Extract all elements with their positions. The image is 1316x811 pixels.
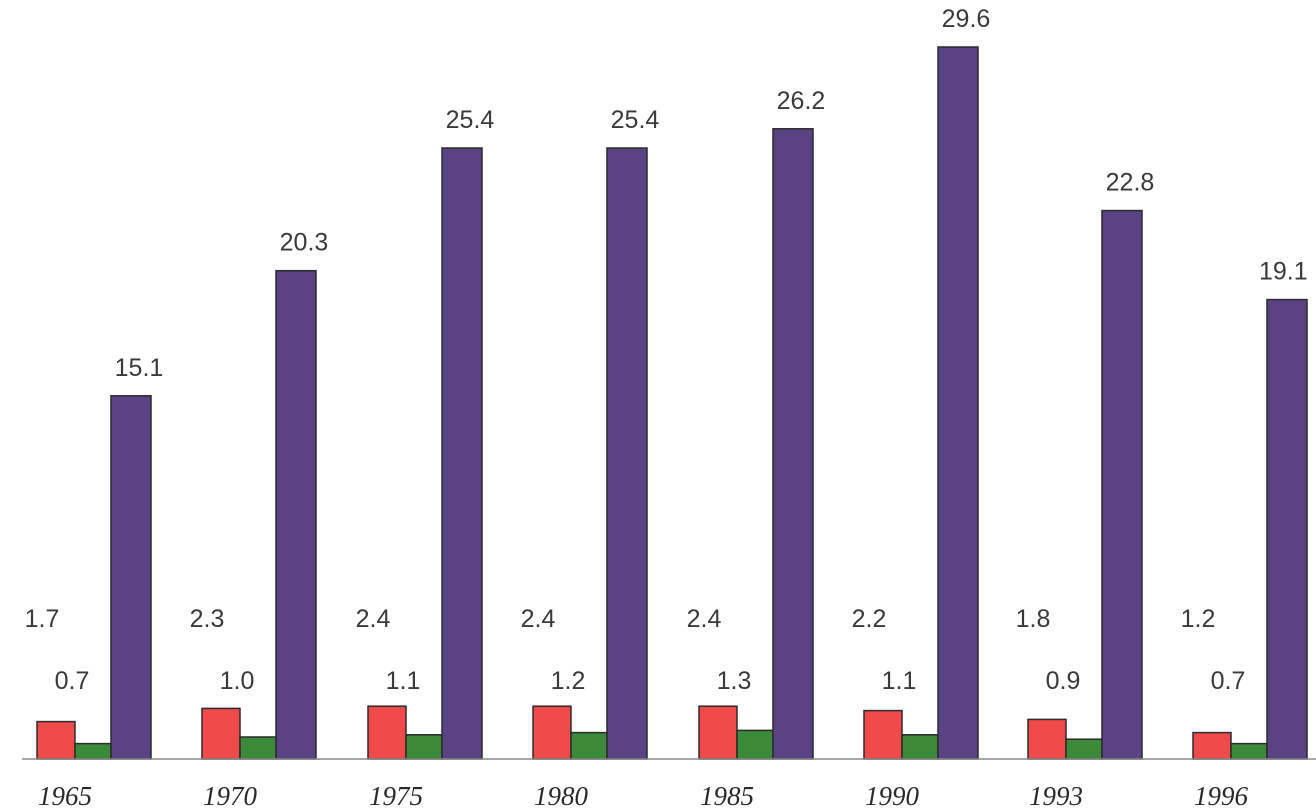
- bar-series-0-1990: [863, 709, 903, 760]
- bar-series-0-1985: [698, 705, 738, 760]
- value-label-series-0-1985: 2.4: [687, 605, 722, 633]
- bar-series-0-1996: [1192, 731, 1232, 760]
- x-tick-label-1980: 1980: [534, 781, 589, 811]
- bar-series-2-1970: [275, 269, 317, 760]
- value-label-series-1-1996: 0.7: [1211, 667, 1246, 695]
- x-tick-label-1975: 1975: [369, 781, 423, 811]
- value-label-series-2-1996: 19.1: [1259, 258, 1308, 286]
- value-label-series-0-1996: 1.2: [1181, 605, 1216, 633]
- x-tick-label-1970: 1970: [203, 781, 258, 811]
- value-label-series-1-1990: 1.1: [882, 667, 917, 695]
- value-label-series-1-1975: 1.1: [386, 667, 421, 695]
- bar-series-2-1980: [606, 147, 648, 760]
- x-tick-label-1990: 1990: [865, 781, 920, 811]
- value-label-series-0-1993: 1.8: [1016, 605, 1051, 633]
- value-label-series-2-1990: 29.6: [942, 5, 991, 33]
- bar-series-0-1965: [36, 720, 76, 760]
- bar-series-0-1975: [367, 705, 407, 760]
- bar-series-1-1970: [239, 736, 277, 760]
- value-label-series-2-1985: 26.2: [777, 87, 826, 115]
- value-label-series-2-1993: 22.8: [1106, 169, 1155, 197]
- bar-series-1-1980: [570, 731, 608, 760]
- bar-series-1-1993: [1065, 738, 1103, 760]
- value-label-series-1-1965: 0.7: [55, 667, 90, 695]
- bar-series-0-1980: [532, 705, 572, 760]
- bar-series-2-1996: [1266, 298, 1308, 760]
- value-label-series-1-1980: 1.2: [551, 667, 586, 695]
- x-tick-label-1965: 1965: [38, 781, 92, 811]
- x-tick-label-1985: 1985: [700, 781, 754, 811]
- bar-series-1-1985: [736, 729, 774, 760]
- bar-series-2-1975: [441, 147, 483, 760]
- x-tick-label-1993: 1993: [1029, 781, 1083, 811]
- bar-series-2-1965: [110, 395, 152, 760]
- value-label-series-1-1985: 1.3: [717, 667, 752, 695]
- value-labels-layer: 1.7 0.7 15.1 2.3 1.0 20.3 2.4 1.1 25.4 2.4 1.2 25.4…: [25, 5, 1308, 695]
- value-label-series-2-1965: 15.1: [115, 354, 164, 382]
- x-tick-labels-layer: 1965 1970 1975 1980 1985 1990 1993 1996: [38, 781, 1249, 811]
- bar-series-1-1996: [1230, 742, 1268, 760]
- value-label-series-0-1965: 1.7: [25, 605, 60, 633]
- bar-series-1-1965: [74, 742, 112, 760]
- value-label-series-1-1993: 0.9: [1046, 667, 1081, 695]
- bar-series-1-1975: [405, 734, 443, 760]
- bar-series-2-1985: [772, 128, 814, 760]
- bar-series-2-1990: [937, 46, 979, 760]
- bar-series-0-1993: [1027, 718, 1067, 760]
- x-tick-label-1996: 1996: [1194, 781, 1249, 811]
- bar-series-0-1970: [201, 707, 241, 760]
- value-label-series-0-1975: 2.4: [356, 605, 391, 633]
- value-label-series-2-1975: 25.4: [446, 106, 495, 134]
- value-label-series-0-1990: 2.2: [852, 605, 887, 633]
- bar-series-1-1990: [901, 734, 939, 760]
- value-label-series-0-1980: 2.4: [521, 605, 556, 633]
- value-label-series-0-1970: 2.3: [190, 605, 225, 633]
- value-label-series-1-1970: 1.0: [220, 667, 255, 695]
- bars-layer: [36, 46, 1308, 760]
- value-label-series-2-1970: 20.3: [280, 229, 329, 257]
- bar-series-2-1993: [1101, 209, 1143, 760]
- value-label-series-2-1980: 25.4: [611, 106, 660, 134]
